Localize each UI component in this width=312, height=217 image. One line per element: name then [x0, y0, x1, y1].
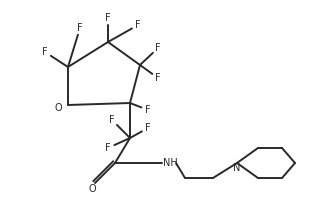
Text: F: F [155, 43, 161, 53]
Text: F: F [77, 23, 83, 33]
Text: N: N [233, 163, 241, 173]
Text: O: O [54, 103, 62, 113]
Text: F: F [135, 20, 141, 30]
Text: F: F [42, 47, 48, 57]
Text: F: F [105, 13, 111, 23]
Text: F: F [105, 143, 111, 153]
Text: NH: NH [163, 158, 178, 168]
Text: F: F [109, 115, 115, 125]
Text: O: O [88, 184, 96, 194]
Text: F: F [155, 73, 161, 83]
Text: F: F [145, 105, 151, 115]
Text: F: F [145, 123, 151, 133]
